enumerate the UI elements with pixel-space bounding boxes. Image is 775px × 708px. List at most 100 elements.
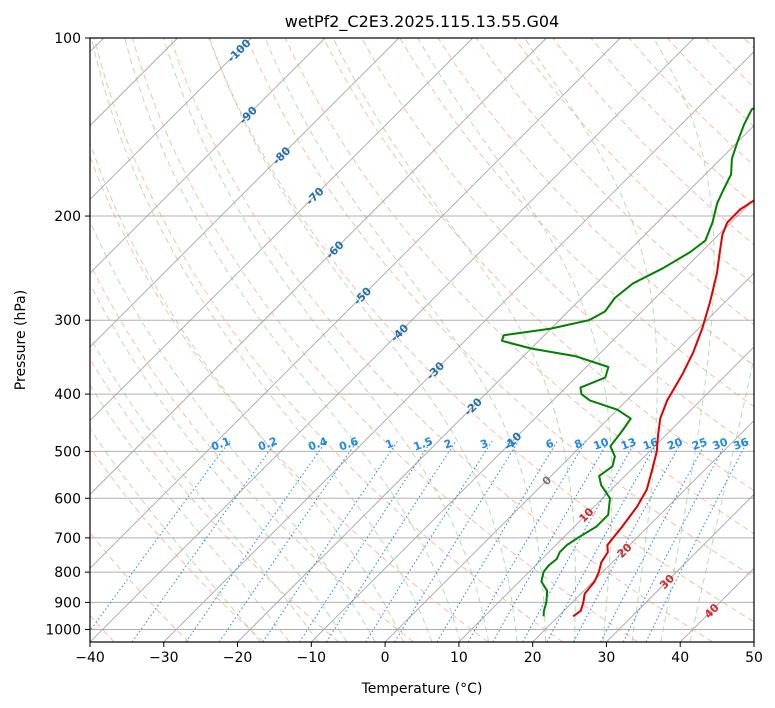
moist-adiabat <box>124 38 461 642</box>
dry-adiabat <box>90 358 339 642</box>
mixing-ratio-line <box>299 440 432 642</box>
isotherm-line <box>163 51 754 642</box>
mixing-ratio-line <box>90 440 231 632</box>
plot-area: -100-90-80-70-60-50-40-30-20-10010203040… <box>90 38 754 642</box>
y-tick-label: 500 <box>54 444 81 460</box>
mixing-ratio-label: 0.2 <box>256 435 279 454</box>
mixing-ratio-label: 2 <box>442 437 454 452</box>
mixing-ratio-label: 30 <box>711 435 730 453</box>
x-tick-label: 40 <box>671 650 689 666</box>
dry-adiabat <box>475 38 754 326</box>
mixing-ratio-label: 3 <box>478 437 490 452</box>
mixing-ratio-label: 8 <box>573 437 585 452</box>
mixing-ratio-label: 6 <box>544 437 556 452</box>
mixing-ratio-line <box>394 440 520 642</box>
mixing-ratio-line <box>492 440 609 642</box>
temperature-profile <box>572 199 754 618</box>
moist-adiabat <box>90 141 405 642</box>
mixing-ratio-label: 36 <box>732 435 751 453</box>
isotherm-line <box>237 124 754 642</box>
x-tick-label: 10 <box>450 650 468 666</box>
moist-adiabat <box>264 38 547 642</box>
y-tick-label: 400 <box>54 387 81 403</box>
dry-adiabat <box>90 262 414 642</box>
moist-adiabat <box>91 38 433 642</box>
mixing-ratio-line <box>262 440 399 642</box>
mixing-ratio-label: 25 <box>690 435 709 452</box>
isotherm-line <box>606 493 754 642</box>
moist-adiabat <box>90 336 319 642</box>
dry-adiabat <box>170 38 713 642</box>
x-tick-label: −30 <box>149 650 179 666</box>
moist-adiabat <box>653 38 715 642</box>
mixing-ratio-label: 1 <box>384 437 396 452</box>
y-tick-label: 700 <box>54 531 81 547</box>
y-axis-ticks: 100 200 300 400 500 600 700 800 900 1000 <box>45 31 90 638</box>
isotherm-line <box>532 420 754 642</box>
isotherm-line <box>90 38 473 422</box>
dry-adiabat <box>322 38 754 492</box>
dry-adiabat <box>246 38 754 578</box>
moist-adiabat <box>209 38 518 642</box>
x-tick-label: −10 <box>297 650 327 666</box>
x-tick-label: 50 <box>745 650 763 666</box>
isotherm-line <box>458 346 754 642</box>
isotherm-line <box>384 272 754 642</box>
mixing-ratio-labels: 0.1 0.2 0.4 0.6 1 1.5 2 3 4 6 8 10 13 16 20 25 30 36 <box>209 435 750 454</box>
isotherm-line <box>90 38 621 569</box>
mixing-ratio-line <box>365 440 493 642</box>
mixing-ratio-line <box>645 440 749 642</box>
y-tick-label: 600 <box>54 491 81 507</box>
dry-adiabat <box>284 38 754 535</box>
x-axis-label: Temperature (°C) <box>361 681 483 697</box>
isotherm-line <box>90 38 547 496</box>
pressure-gridlines <box>90 38 754 630</box>
mixing-ratio-label: 0.4 <box>306 435 329 454</box>
moist-adiabat <box>417 38 613 642</box>
dewpoint-profile <box>500 107 754 617</box>
chart-title: wetPf2_C2E3.2025.115.13.55.G04 <box>285 12 559 32</box>
y-tick-label: 100 <box>54 31 81 47</box>
y-tick-label: 1000 <box>45 622 81 638</box>
moist-adiabat <box>689 355 754 642</box>
moist-adiabat <box>90 282 348 642</box>
mixing-ratio-label: 4 <box>505 437 517 452</box>
x-axis-ticks: −40 −30 −20 −10 0 10 20 30 40 50 <box>75 642 763 666</box>
plot-frame <box>89 37 755 643</box>
isotherm-lines <box>90 38 754 642</box>
mixing-ratio-lines <box>90 440 749 642</box>
mixing-ratio-line <box>185 440 327 642</box>
x-tick-label: 20 <box>524 650 542 666</box>
y-tick-label: 200 <box>54 209 81 225</box>
mixing-ratio-label: 20 <box>666 435 685 453</box>
moist-adiabat <box>524 38 658 642</box>
sounding-series <box>500 107 754 618</box>
mixing-ratio-label: 13 <box>619 435 638 452</box>
mixing-ratio-label: 1.5 <box>412 435 435 454</box>
isotherm-line <box>90 38 400 348</box>
y-tick-label: 900 <box>54 595 81 611</box>
mixing-ratio-line <box>325 440 457 642</box>
x-tick-label: −40 <box>75 650 105 666</box>
isotherm-line <box>90 38 252 200</box>
dry-adiabat <box>208 38 754 623</box>
moist-adiabat <box>90 384 290 642</box>
mixing-ratio-line <box>546 440 659 642</box>
x-tick-label: 30 <box>598 650 616 666</box>
dry-adiabat <box>514 38 754 286</box>
mixing-ratio-line <box>436 440 558 642</box>
moist-adiabat <box>332 38 576 642</box>
mixing-ratio-label: 16 <box>641 435 660 453</box>
x-tick-label: −20 <box>223 650 253 666</box>
moist-adiabat <box>90 219 376 642</box>
y-tick-label: 300 <box>54 313 81 329</box>
mixing-ratio-label: 0.1 <box>209 435 232 454</box>
dry-adiabat <box>437 38 754 367</box>
y-tick-label: 800 <box>54 565 81 581</box>
mixing-ratio-line <box>218 440 358 642</box>
isotherm-line <box>90 38 326 274</box>
dry-adiabat <box>131 38 639 642</box>
isotherm-line <box>90 38 695 642</box>
